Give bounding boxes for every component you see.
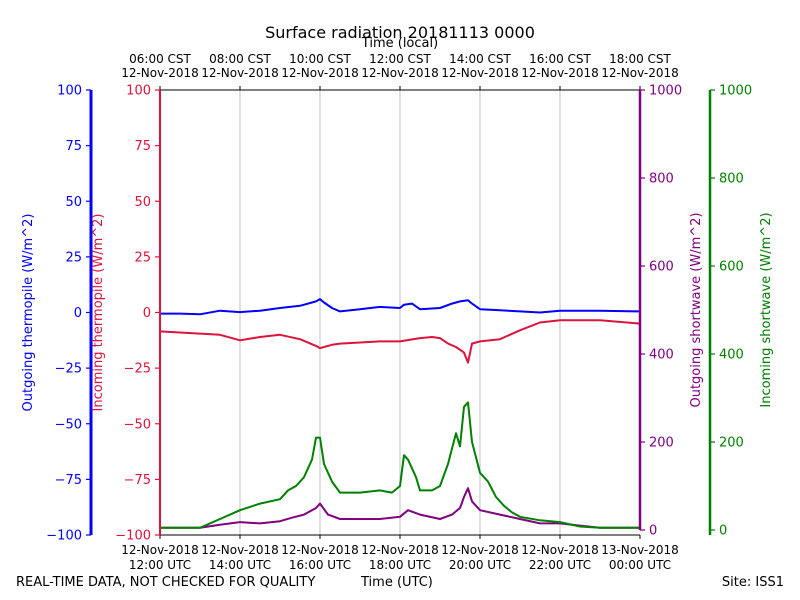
top-tick-label-time-5: 16:00 CST <box>529 52 591 66</box>
bottom-tick-label-date-5: 12-Nov-2018 <box>521 543 599 557</box>
top-tick-label-time-0: 06:00 CST <box>129 52 191 66</box>
chart-text: Surface radiation 20181113 0000 Time (lo… <box>21 23 774 572</box>
outgoing_thermopile-tick-label-3: 25 <box>65 250 82 265</box>
outgoing_shortwave-axis-label: Outgoing shortwave (W/m^2) <box>689 212 704 407</box>
grid-lines <box>239 90 561 535</box>
top-tick-label-time-1: 08:00 CST <box>209 52 271 66</box>
series-line-outgoing-thermopile <box>160 298 641 316</box>
outgoing_shortwave-tick-label-5: 0 <box>649 524 657 539</box>
series-line-outgoing-shortwave <box>160 487 640 529</box>
series-lines <box>159 298 641 529</box>
outgoing_thermopile-tick-label-6: −50 <box>55 417 82 432</box>
bottom-tick-label-time-5: 22:00 UTC <box>529 558 591 572</box>
incoming_thermopile-tick-label-1: 75 <box>134 139 151 154</box>
incoming_shortwave-tick-label-0: 1000 <box>719 84 752 99</box>
bottom-tick-label-time-4: 20:00 UTC <box>449 558 511 572</box>
top-tick-label-time-6: 18:00 CST <box>609 52 671 66</box>
top-tick-label-time-3: 12:00 CST <box>369 52 431 66</box>
incoming_thermopile-tick-label-3: 25 <box>134 250 151 265</box>
outgoing_thermopile-tick-label-1: 75 <box>65 139 82 154</box>
incoming_thermopile-tick-label-7: −75 <box>124 473 151 488</box>
top-axis-label: Time (local) <box>361 36 438 51</box>
bottom-tick-label-time-2: 16:00 UTC <box>289 558 351 572</box>
bottom-tick-label-time-1: 14:00 UTC <box>209 558 271 572</box>
bottom-tick-label-date-4: 12-Nov-2018 <box>441 543 519 557</box>
outgoing_thermopile-tick-label-4: 0 <box>74 306 82 321</box>
incoming_shortwave-axis-label: Incoming shortwave (W/m^2) <box>759 212 774 407</box>
bottom-tick-label-time-3: 18:00 UTC <box>369 558 431 572</box>
bottom-tick-label-time-0: 12:00 UTC <box>129 558 191 572</box>
series-line-incoming-shortwave <box>160 401 640 529</box>
x-axis-label: Time (UTC) <box>361 575 433 590</box>
chart-title: Surface radiation 20181113 0000 <box>265 23 535 42</box>
outgoing_thermopile-axis-label: Outgoing thermopile (W/m^2) <box>21 214 36 412</box>
bottom-tick-label-date-0: 12-Nov-2018 <box>121 543 199 557</box>
top-tick-label-date-5: 12-Nov-2018 <box>521 66 599 80</box>
incoming_thermopile-axis-label: Incoming thermopile (W/m^2) <box>91 214 106 412</box>
incoming_shortwave-tick-label-5: 0 <box>719 524 727 539</box>
outgoing_shortwave-tick-label-0: 1000 <box>649 84 682 99</box>
outgoing_shortwave-tick-label-2: 600 <box>649 260 674 275</box>
incoming_shortwave-tick-label-4: 200 <box>719 436 744 451</box>
incoming_thermopile-tick-label-8: −100 <box>115 529 151 544</box>
incoming_thermopile-tick-label-5: −25 <box>124 362 151 377</box>
outgoing_thermopile-tick-label-7: −75 <box>55 473 82 488</box>
bottom-tick-label-date-1: 12-Nov-2018 <box>201 543 279 557</box>
incoming_thermopile-tick-label-0: 100 <box>126 84 151 99</box>
bottom-tick-label-date-2: 12-Nov-2018 <box>281 543 359 557</box>
top-tick-label-date-6: 12-Nov-2018 <box>601 66 679 80</box>
incoming_thermopile-tick-label-6: −50 <box>124 417 151 432</box>
outgoing_shortwave-tick-label-1: 800 <box>649 172 674 187</box>
outgoing_shortwave-tick-label-3: 400 <box>649 348 674 363</box>
top-tick-label-time-4: 14:00 CST <box>449 52 511 66</box>
series-line-incoming-thermopile <box>159 319 641 364</box>
quality-note: REAL-TIME DATA, NOT CHECKED FOR QUALITY <box>16 575 316 590</box>
outgoing_thermopile-tick-label-5: −25 <box>55 362 82 377</box>
top-tick-label-date-0: 12-Nov-2018 <box>121 66 199 80</box>
top-tick-label-time-2: 10:00 CST <box>289 52 351 66</box>
incoming_shortwave-tick-label-3: 400 <box>719 348 744 363</box>
outgoing_thermopile-tick-label-0: 100 <box>57 84 82 99</box>
incoming_shortwave-tick-label-1: 800 <box>719 172 744 187</box>
outgoing_thermopile-tick-label-8: −100 <box>46 529 82 544</box>
outgoing_shortwave-tick-label-4: 200 <box>649 436 674 451</box>
incoming_thermopile-tick-label-2: 50 <box>134 195 151 210</box>
bottom-tick-label-time-6: 00:00 UTC <box>609 558 671 572</box>
site-label: Site: ISS1 <box>721 575 784 590</box>
top-tick-label-date-3: 12-Nov-2018 <box>361 66 439 80</box>
incoming_shortwave-tick-label-2: 600 <box>719 260 744 275</box>
top-tick-label-date-1: 12-Nov-2018 <box>201 66 279 80</box>
top-tick-label-date-2: 12-Nov-2018 <box>281 66 359 80</box>
bottom-tick-label-date-3: 12-Nov-2018 <box>361 543 439 557</box>
incoming_thermopile-tick-label-4: 0 <box>143 306 151 321</box>
axes <box>86 86 715 539</box>
bottom-tick-label-date-6: 13-Nov-2018 <box>601 543 679 557</box>
outgoing_thermopile-tick-label-2: 50 <box>65 195 82 210</box>
top-tick-label-date-4: 12-Nov-2018 <box>441 66 519 80</box>
